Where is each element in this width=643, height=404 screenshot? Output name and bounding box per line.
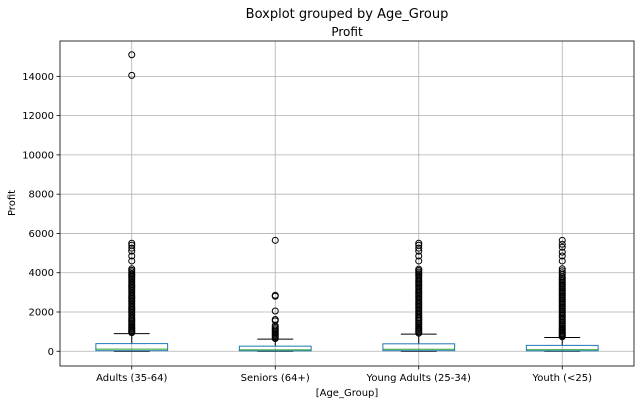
box-group: [525, 236, 599, 352]
box-group: [382, 239, 456, 352]
outlier-point: [271, 315, 279, 323]
x-tick-label: Young Adults (25-34): [366, 373, 471, 384]
y-tick-label: 12000: [22, 111, 54, 122]
box-body: [238, 345, 312, 352]
y-tick-label: 4000: [29, 268, 54, 279]
outlier-point: [128, 265, 136, 273]
outlier-point: [558, 240, 566, 248]
box-body: [525, 344, 599, 352]
plot-area-frame: [59, 40, 635, 367]
outlier-point: [558, 252, 566, 260]
outlier-point: [415, 265, 423, 273]
outlier-point: [271, 307, 279, 315]
box-body: [382, 343, 456, 352]
x-tick-label: Adults (35-64): [96, 373, 167, 384]
y-tick-label: 10000: [22, 150, 54, 161]
outlier-point: [558, 257, 566, 265]
y-tick-label: 14000: [22, 72, 54, 83]
box-body: [95, 343, 169, 352]
x-axis-label: [Age_Group]: [316, 388, 379, 399]
y-tick-label: 6000: [29, 229, 54, 240]
outlier-point: [415, 252, 423, 260]
outlier-point: [558, 248, 566, 256]
x-tick-label: Seniors (64+): [241, 373, 310, 384]
outlier-point: [128, 244, 136, 252]
box-group: [95, 51, 169, 352]
outlier-point: [271, 291, 279, 299]
box-group: [238, 236, 312, 352]
outlier-point: [558, 243, 566, 251]
x-tick-label: Youth (<25): [531, 373, 592, 384]
outlier-point: [415, 244, 423, 252]
outlier-point: [558, 269, 566, 277]
y-tick-label: 0: [48, 347, 54, 358]
box-layer: [95, 51, 599, 352]
outlier-point: [415, 239, 423, 247]
y-tick-label: 2000: [29, 307, 54, 318]
outlier-point: [128, 239, 136, 247]
outlier-point: [558, 236, 566, 244]
outlier-point: [558, 265, 566, 273]
outlier-point: [128, 257, 136, 265]
outlier-point: [128, 241, 136, 249]
y-axis-label: Profit: [7, 190, 18, 216]
outlier-point: [128, 71, 136, 79]
chart-title: Profit: [331, 25, 363, 39]
chart-suptitle: Boxplot grouped by Age_Group: [246, 7, 449, 22]
outlier-point: [271, 236, 279, 244]
grid-layer: [60, 41, 634, 366]
outlier-point: [128, 51, 136, 59]
outlier-point: [415, 257, 423, 265]
y-tick-label: 8000: [29, 190, 54, 201]
outlier-point: [415, 241, 423, 249]
outlier-point: [128, 252, 136, 260]
tick-layer: 0 2000 4000 6000 8000 10000 12000 14000 Adults (…: [22, 72, 592, 384]
outlier-point: [558, 267, 566, 275]
